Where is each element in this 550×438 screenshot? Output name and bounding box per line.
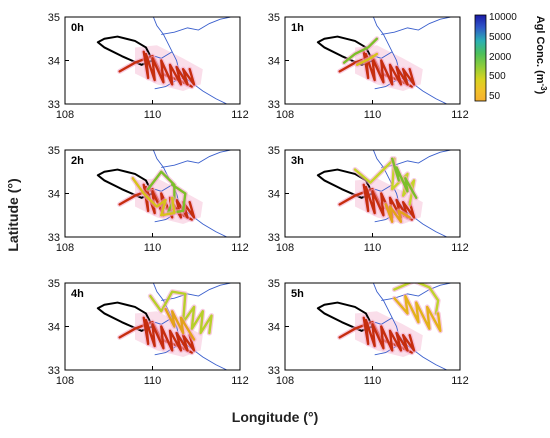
colorbar-tick-label: 50 bbox=[489, 91, 501, 102]
series-line bbox=[142, 50, 196, 86]
y-axis-title: Latitude (°) bbox=[5, 178, 21, 251]
colorbar-title: Agl Conc. (m-3) bbox=[534, 16, 548, 95]
y-tick-label: 33 bbox=[268, 99, 280, 111]
series-line bbox=[384, 203, 411, 223]
colorbar: 10000 5000 2000 500 50 Agl Conc. (m-3) bbox=[474, 12, 548, 102]
x-tick-label: 110 bbox=[364, 109, 382, 121]
colorbar-tick-label: 5000 bbox=[489, 32, 512, 43]
y-tick-label: 35 bbox=[48, 278, 60, 290]
x-tick-label: 112 bbox=[451, 375, 469, 387]
panel-label: 5h bbox=[291, 288, 304, 300]
x-tick-label: 110 bbox=[364, 242, 382, 254]
x-tick-label: 108 bbox=[56, 242, 74, 254]
x-tick-label: 112 bbox=[231, 109, 249, 121]
y-tick-label: 35 bbox=[48, 145, 60, 157]
series-line bbox=[362, 316, 416, 352]
x-tick-label: 108 bbox=[276, 375, 294, 387]
plot-content bbox=[316, 150, 453, 237]
colorbar-title-exponent: -3 bbox=[539, 84, 548, 92]
x-tick-label: 108 bbox=[276, 109, 294, 121]
plot-content bbox=[96, 17, 233, 104]
y-tick-label: 33 bbox=[268, 365, 280, 377]
y-tick-label: 35 bbox=[48, 12, 60, 24]
map-panel: 108 110 112 33 34 35 0h bbox=[48, 12, 249, 121]
y-tick-label: 34 bbox=[268, 189, 280, 201]
x-tick-label: 110 bbox=[364, 375, 382, 387]
y-tick-label: 34 bbox=[48, 56, 60, 68]
x-tick-label: 110 bbox=[144, 242, 162, 254]
panel-label: 2h bbox=[71, 155, 84, 167]
series-line bbox=[149, 290, 213, 335]
panel-label: 4h bbox=[71, 288, 84, 300]
x-tick-label: 108 bbox=[56, 109, 74, 121]
y-tick-label: 35 bbox=[268, 145, 280, 157]
y-tick-label: 34 bbox=[268, 322, 280, 334]
x-tick-label: 110 bbox=[144, 109, 162, 121]
map-panel: 108 110 112 33 34 35 4h bbox=[48, 278, 249, 387]
x-tick-label: 108 bbox=[56, 375, 74, 387]
colorbar-title-text: Agl Conc. (m bbox=[534, 16, 546, 84]
plot-content bbox=[316, 17, 453, 104]
colorbar-tick-label: 500 bbox=[489, 71, 506, 82]
series-line bbox=[131, 177, 176, 217]
map-panel: 108 110 112 33 34 35 3h bbox=[268, 145, 469, 254]
x-tick-label: 112 bbox=[451, 109, 469, 121]
x-tick-label: 112 bbox=[451, 242, 469, 254]
plot-content bbox=[96, 283, 233, 370]
x-axis-title: Longitude (°) bbox=[232, 409, 318, 425]
plot-content bbox=[316, 283, 453, 370]
x-tick-label: 112 bbox=[231, 375, 249, 387]
y-tick-label: 35 bbox=[268, 278, 280, 290]
series-line bbox=[355, 52, 379, 67]
colorbar-tick-label: 10000 bbox=[489, 12, 517, 23]
map-panel: 108 110 112 33 34 35 5h bbox=[268, 278, 469, 387]
x-tick-label: 112 bbox=[231, 242, 249, 254]
y-tick-label: 33 bbox=[48, 99, 60, 111]
y-tick-label: 33 bbox=[268, 232, 280, 244]
colorbar-title-close: ) bbox=[534, 91, 546, 95]
y-tick-label: 34 bbox=[48, 189, 60, 201]
y-tick-label: 34 bbox=[268, 56, 280, 68]
x-tick-label: 108 bbox=[276, 242, 294, 254]
series-line bbox=[362, 50, 416, 86]
series-line bbox=[164, 307, 196, 341]
panel-label: 0h bbox=[71, 22, 84, 34]
series-line bbox=[390, 157, 418, 200]
colorbar-tick-label: 2000 bbox=[489, 52, 512, 63]
series-line bbox=[342, 37, 379, 64]
y-tick-label: 34 bbox=[48, 322, 60, 334]
series-line bbox=[393, 283, 440, 315]
y-tick-label: 33 bbox=[48, 232, 60, 244]
panel-label: 1h bbox=[291, 22, 304, 34]
series-line bbox=[393, 294, 442, 333]
panel-label: 3h bbox=[291, 155, 304, 167]
series-line bbox=[142, 316, 196, 352]
plot-content bbox=[96, 150, 233, 237]
map-panel: 108 110 112 33 34 35 1h bbox=[268, 12, 469, 121]
map-panel: 108 110 112 33 34 35 2h bbox=[48, 145, 249, 254]
y-tick-label: 35 bbox=[268, 12, 280, 24]
y-tick-label: 33 bbox=[48, 365, 60, 377]
panels-group: 108 110 112 33 34 35 0h 108 110 112 33 34 35 1h 108 110… bbox=[48, 12, 469, 387]
x-tick-label: 110 bbox=[144, 375, 162, 387]
colorbar-gradient bbox=[474, 14, 487, 102]
